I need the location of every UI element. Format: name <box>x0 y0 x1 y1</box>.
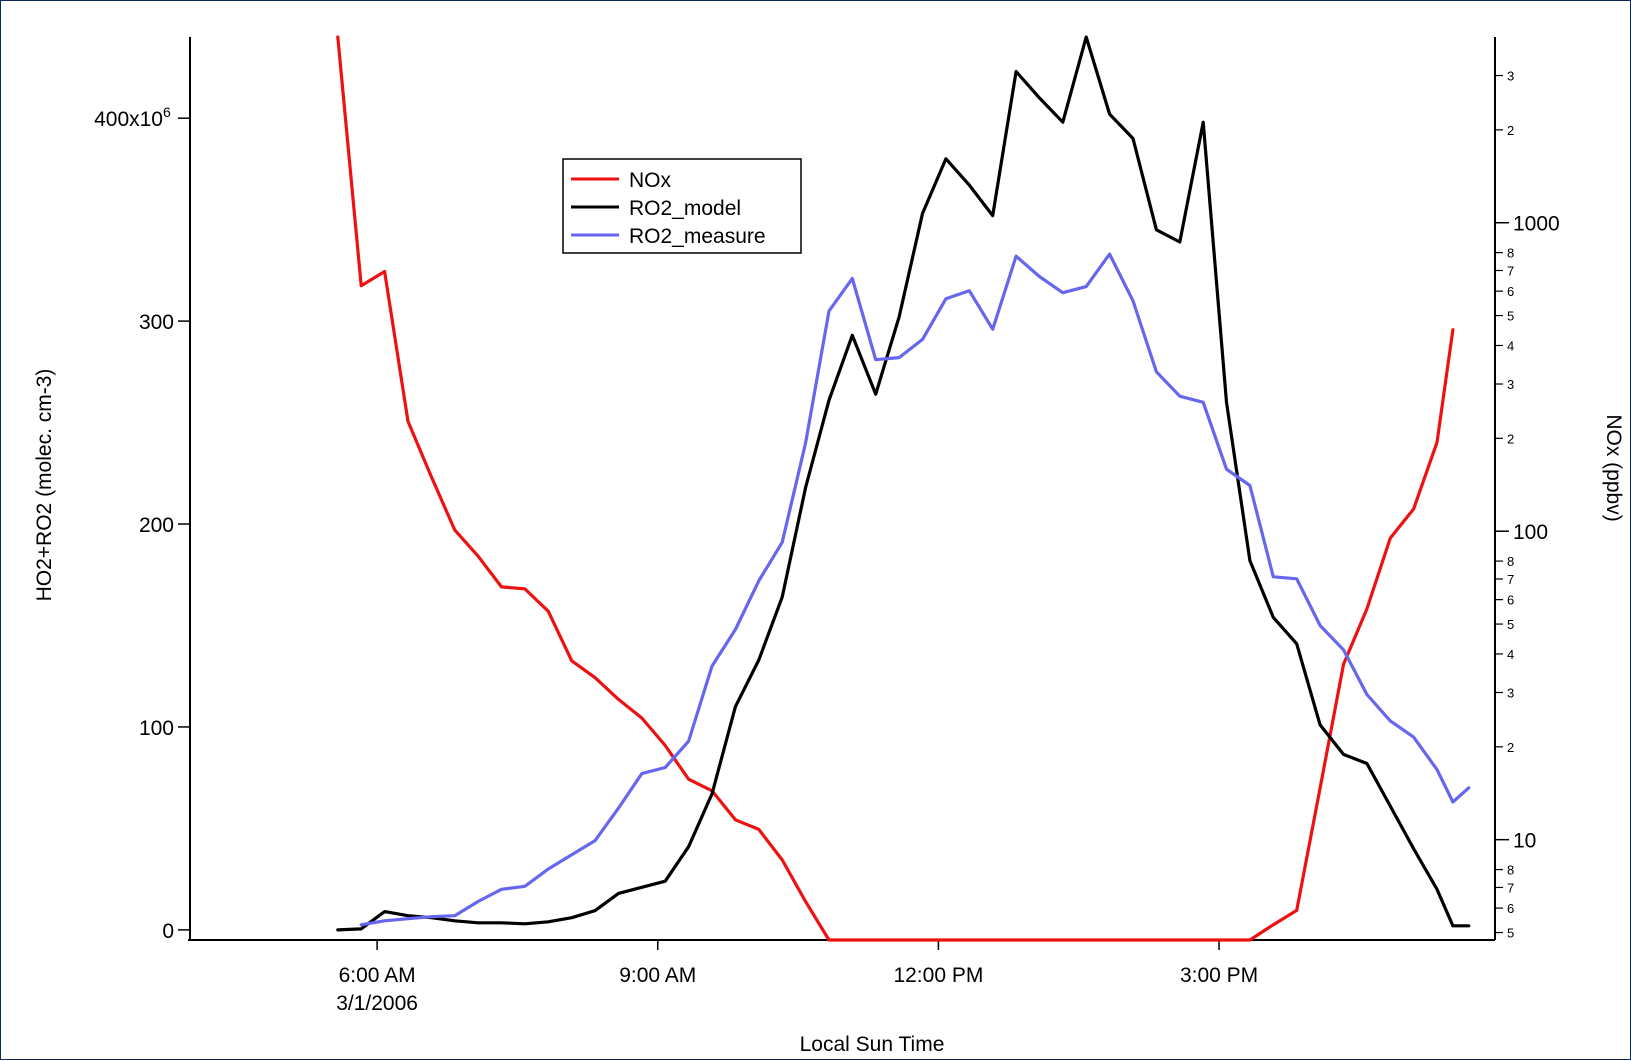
y-right-minor-tick-label: 3 <box>1507 685 1514 700</box>
y-right-major-tick-label: 100 <box>1513 521 1548 544</box>
y-right-minor-tick-label: 4 <box>1507 338 1514 353</box>
legend: NOx RO2_model RO2_measure <box>562 158 802 254</box>
legend-label-ro2-measure: RO2_measure <box>629 225 766 248</box>
series-line-ro2-model <box>336 35 1471 932</box>
y-right-minor-tick-label: 5 <box>1507 926 1514 941</box>
y-right-minor-tick-label: 6 <box>1507 901 1514 916</box>
x-tick-label: 12:00 PM <box>893 964 983 987</box>
series-line-nox <box>336 35 1455 942</box>
series-layer <box>336 35 1471 942</box>
y-right-minor-tick-label: 3 <box>1507 69 1514 84</box>
y-left-tick-label: 300 <box>139 311 174 334</box>
y-left-tick-label-exponent: 6 <box>163 104 171 120</box>
y-left-tick-label: 200 <box>139 514 174 537</box>
y-right-minor-tick-label: 4 <box>1507 647 1514 662</box>
series-line-ro2-measure <box>359 252 1471 927</box>
axes-layer: 6:00 AM 3/1/2006 9:00 AM 12:00 PM 3:00 PM 0 10… <box>94 37 1560 1015</box>
y-right-minor-tick-label: 6 <box>1507 593 1514 608</box>
x-tick-sublabel: 3/1/2006 <box>336 992 418 1015</box>
y-right-minor-tick-label: 6 <box>1507 284 1514 299</box>
x-axis-label: Local Sun Time <box>800 1033 945 1056</box>
x-tick-label: 6:00 AM <box>339 964 416 987</box>
y-right-major-tick-label: 10 <box>1513 830 1536 853</box>
y-left-tick-label: 0 <box>162 920 174 943</box>
x-tick-label: 9:00 AM <box>619 964 696 987</box>
y-right-minor-tick-label: 7 <box>1507 880 1514 895</box>
y-axis-left-label: HO2+RO2 (molec. cm-3) <box>33 369 56 602</box>
y-right-major-tick-label: 1000 <box>1513 213 1560 236</box>
y-right-minor-tick-label: 5 <box>1507 617 1514 632</box>
y-left-tick-label: 400x10 <box>94 108 163 131</box>
y-right-minor-tick-label: 8 <box>1507 246 1514 261</box>
y-right-minor-tick-label: 8 <box>1507 554 1514 569</box>
y-right-minor-tick-label: 8 <box>1507 863 1514 878</box>
legend-label-nox: NOx <box>629 169 672 192</box>
y-right-minor-tick-label: 2 <box>1507 740 1514 755</box>
y-right-minor-tick-label: 5 <box>1507 309 1514 324</box>
y-right-minor-tick-label: 2 <box>1507 123 1514 138</box>
y-axis-right-label: NOx (ppbv) <box>1602 414 1625 521</box>
y-left-tick-label: 100 <box>139 717 174 740</box>
y-right-minor-tick-label: 2 <box>1507 431 1514 446</box>
y-right-minor-tick-label: 3 <box>1507 377 1514 392</box>
y-right-minor-tick-label: 7 <box>1507 572 1514 587</box>
y-right-minor-tick-label: 7 <box>1507 264 1514 279</box>
legend-label-ro2-model: RO2_model <box>629 197 741 220</box>
x-tick-label: 3:00 PM <box>1180 964 1258 987</box>
